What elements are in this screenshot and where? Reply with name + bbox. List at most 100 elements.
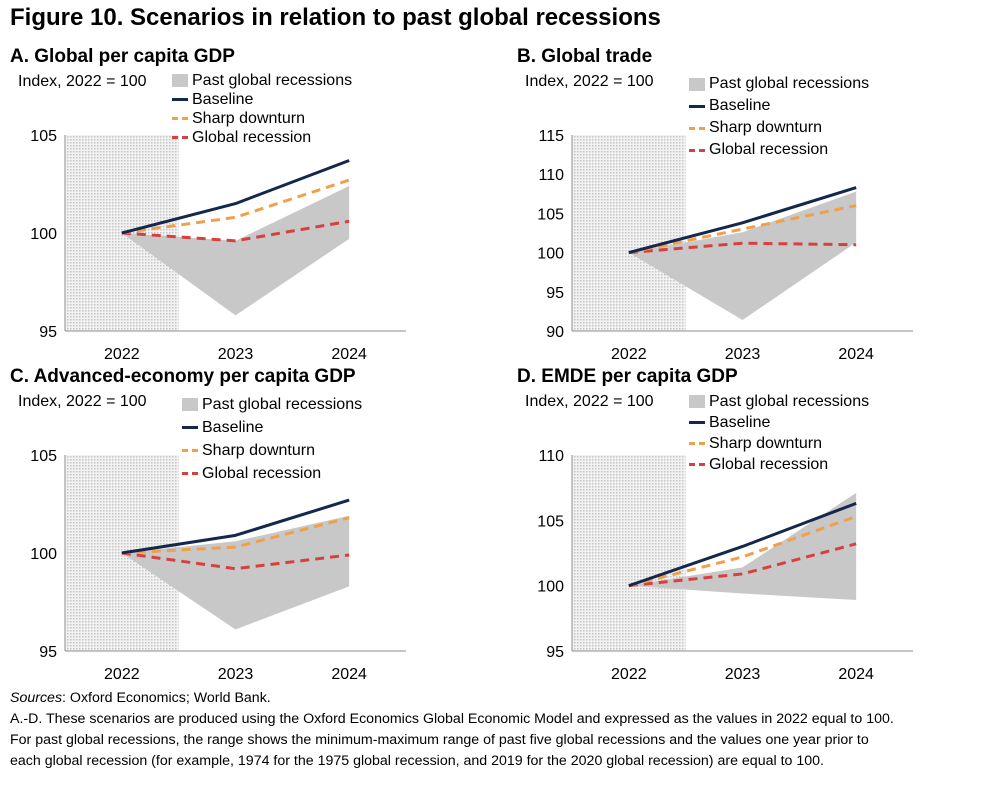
legend-label: Sharp downturn (709, 435, 822, 452)
legend-item-past-recessions: Past global recessions (689, 391, 869, 412)
legend-label: Past global recessions (192, 72, 353, 89)
legend-item-past-recessions: Past global recessions (172, 71, 352, 90)
series-line-baseline (628, 186, 857, 255)
x-tick-label: 2024 (331, 346, 367, 363)
legend-item-global-recession: Global recession (689, 139, 869, 161)
series-line-recession (628, 542, 857, 588)
legend: Past global recessions Baseline Sharp do… (182, 393, 362, 485)
legend-item-baseline: Baseline (172, 90, 352, 109)
legend-recession-swatch (172, 136, 188, 139)
legend-recession-swatch (689, 463, 705, 466)
x-tick-label: 2023 (218, 346, 254, 363)
x-tick-label: 2023 (725, 346, 761, 363)
legend-recession-swatch (689, 148, 705, 152)
legend-label: Baseline (202, 419, 264, 436)
legend: Past global recessions Baseline Sharp do… (689, 391, 869, 475)
unit-label: Index, 2022 = 100 (525, 73, 654, 90)
y-tick-label: 100 (30, 546, 57, 563)
panel-title: B. Global trade (517, 46, 653, 67)
panel-title: C. Advanced-economy per capita GDP (10, 366, 356, 387)
sources-label: Sources (10, 690, 63, 706)
legend-item-sharp-downturn: Sharp downturn (689, 433, 869, 454)
range-area-past-recessions (628, 492, 857, 601)
x-tick-label: 2024 (838, 346, 874, 363)
series-line-recession (628, 241, 857, 255)
y-tick-label: 105 (537, 206, 564, 223)
note-line-1: A.-D. These scenarios are produced using… (10, 711, 894, 727)
legend-sharp-swatch (172, 117, 188, 120)
legend-label: Past global recessions (709, 75, 870, 92)
sources-text: : Oxford Economics; World Bank. (62, 690, 271, 706)
y-tick-label: 100 (537, 579, 564, 596)
legend-area-swatch (689, 77, 705, 91)
legend-sharp-swatch (182, 449, 198, 452)
legend-sharp-swatch (689, 126, 705, 130)
legend-item-global-recession: Global recession (182, 462, 362, 485)
y-tick-label: 100 (30, 226, 57, 243)
panel-d: 95 100 105 110 2022 2023 2024 D. EMDE per capi… (517, 366, 1007, 691)
legend-label: Baseline (192, 91, 254, 108)
series-line-recession (121, 551, 350, 571)
legend-label: Past global recessions (202, 396, 363, 413)
x-tick-label: 2024 (838, 666, 874, 683)
x-tick-label: 2022 (104, 666, 140, 683)
x-tick-label: 2023 (725, 666, 761, 683)
x-tick-label: 2024 (331, 666, 367, 683)
chart-b-svg: 90 95 100 105 110 115 2022 2023 2024 (537, 128, 913, 363)
series-line-baseline (628, 501, 857, 588)
legend-item-sharp-downturn: Sharp downturn (182, 439, 362, 462)
legend-item-baseline: Baseline (689, 412, 869, 433)
y-tick-label: 105 (30, 128, 57, 145)
range-area-past-recessions (121, 185, 350, 316)
panel-c: 95 100 105 2022 2023 2024 C. Advanced-economy… (10, 366, 500, 691)
legend-item-sharp-downturn: Sharp downturn (689, 117, 869, 139)
legend-label: Global recession (192, 129, 312, 146)
y-tick-label: 90 (546, 324, 564, 341)
chart-a-svg: 95 100 105 2022 2023 2024 (30, 128, 406, 363)
y-tick-label: 95 (39, 644, 57, 661)
legend-label: Sharp downturn (202, 442, 315, 459)
legend-label: Sharp downturn (709, 119, 822, 136)
chart-c-svg: 95 100 105 2022 2023 2024 (30, 448, 406, 683)
legend-label: Global recession (709, 141, 829, 158)
shaded-region-2022 (65, 135, 179, 331)
panel-b: 90 95 100 105 110 115 2022 2023 2024 B. Global t… (517, 46, 1007, 371)
unit-label: Index, 2022 = 100 (525, 393, 654, 410)
panel-title: A. Global per capita GDP (10, 46, 235, 67)
legend-label: Global recession (709, 456, 829, 473)
legend-label: Sharp downturn (192, 110, 305, 127)
panel-a: 95 100 105 2022 2023 2024 A. Global per capit… (10, 46, 500, 371)
y-tick-label: 105 (537, 513, 564, 530)
shaded-region-2022 (572, 135, 686, 331)
legend-baseline-swatch (689, 104, 705, 108)
x-tick-label: 2022 (611, 666, 647, 683)
figure-title: Figure 10. Scenarios in relation to past… (10, 4, 661, 31)
legend-label: Past global recessions (709, 393, 870, 410)
legend: Past global recessions Baseline Sharp do… (689, 73, 869, 161)
legend-baseline-swatch (689, 421, 705, 424)
note-line-3: each global recession (for example, 1974… (10, 753, 824, 769)
x-tick-label: 2023 (218, 666, 254, 683)
y-tick-label: 95 (546, 285, 564, 302)
legend-baseline-swatch (172, 98, 188, 101)
legend-sharp-swatch (689, 442, 705, 445)
series-line-sharp (628, 515, 857, 588)
legend-item-baseline: Baseline (182, 416, 362, 439)
legend-area-swatch (182, 398, 198, 411)
y-tick-label: 110 (538, 167, 564, 184)
legend-label: Global recession (202, 465, 322, 482)
x-tick-label: 2022 (104, 346, 140, 363)
legend-label: Baseline (709, 414, 771, 431)
legend-item-global-recession: Global recession (689, 454, 869, 475)
y-tick-label: 110 (538, 448, 564, 465)
legend-item-past-recessions: Past global recessions (182, 393, 362, 416)
y-tick-label: 100 (537, 246, 564, 263)
legend-item-sharp-downturn: Sharp downturn (172, 109, 352, 128)
y-tick-label: 105 (30, 448, 57, 465)
range-area-past-recessions (121, 515, 350, 630)
legend-item-past-recessions: Past global recessions (689, 73, 869, 95)
legend-recession-swatch (182, 472, 198, 475)
unit-label: Index, 2022 = 100 (18, 393, 147, 410)
legend-area-swatch (689, 395, 705, 408)
legend-area-swatch (172, 74, 188, 87)
